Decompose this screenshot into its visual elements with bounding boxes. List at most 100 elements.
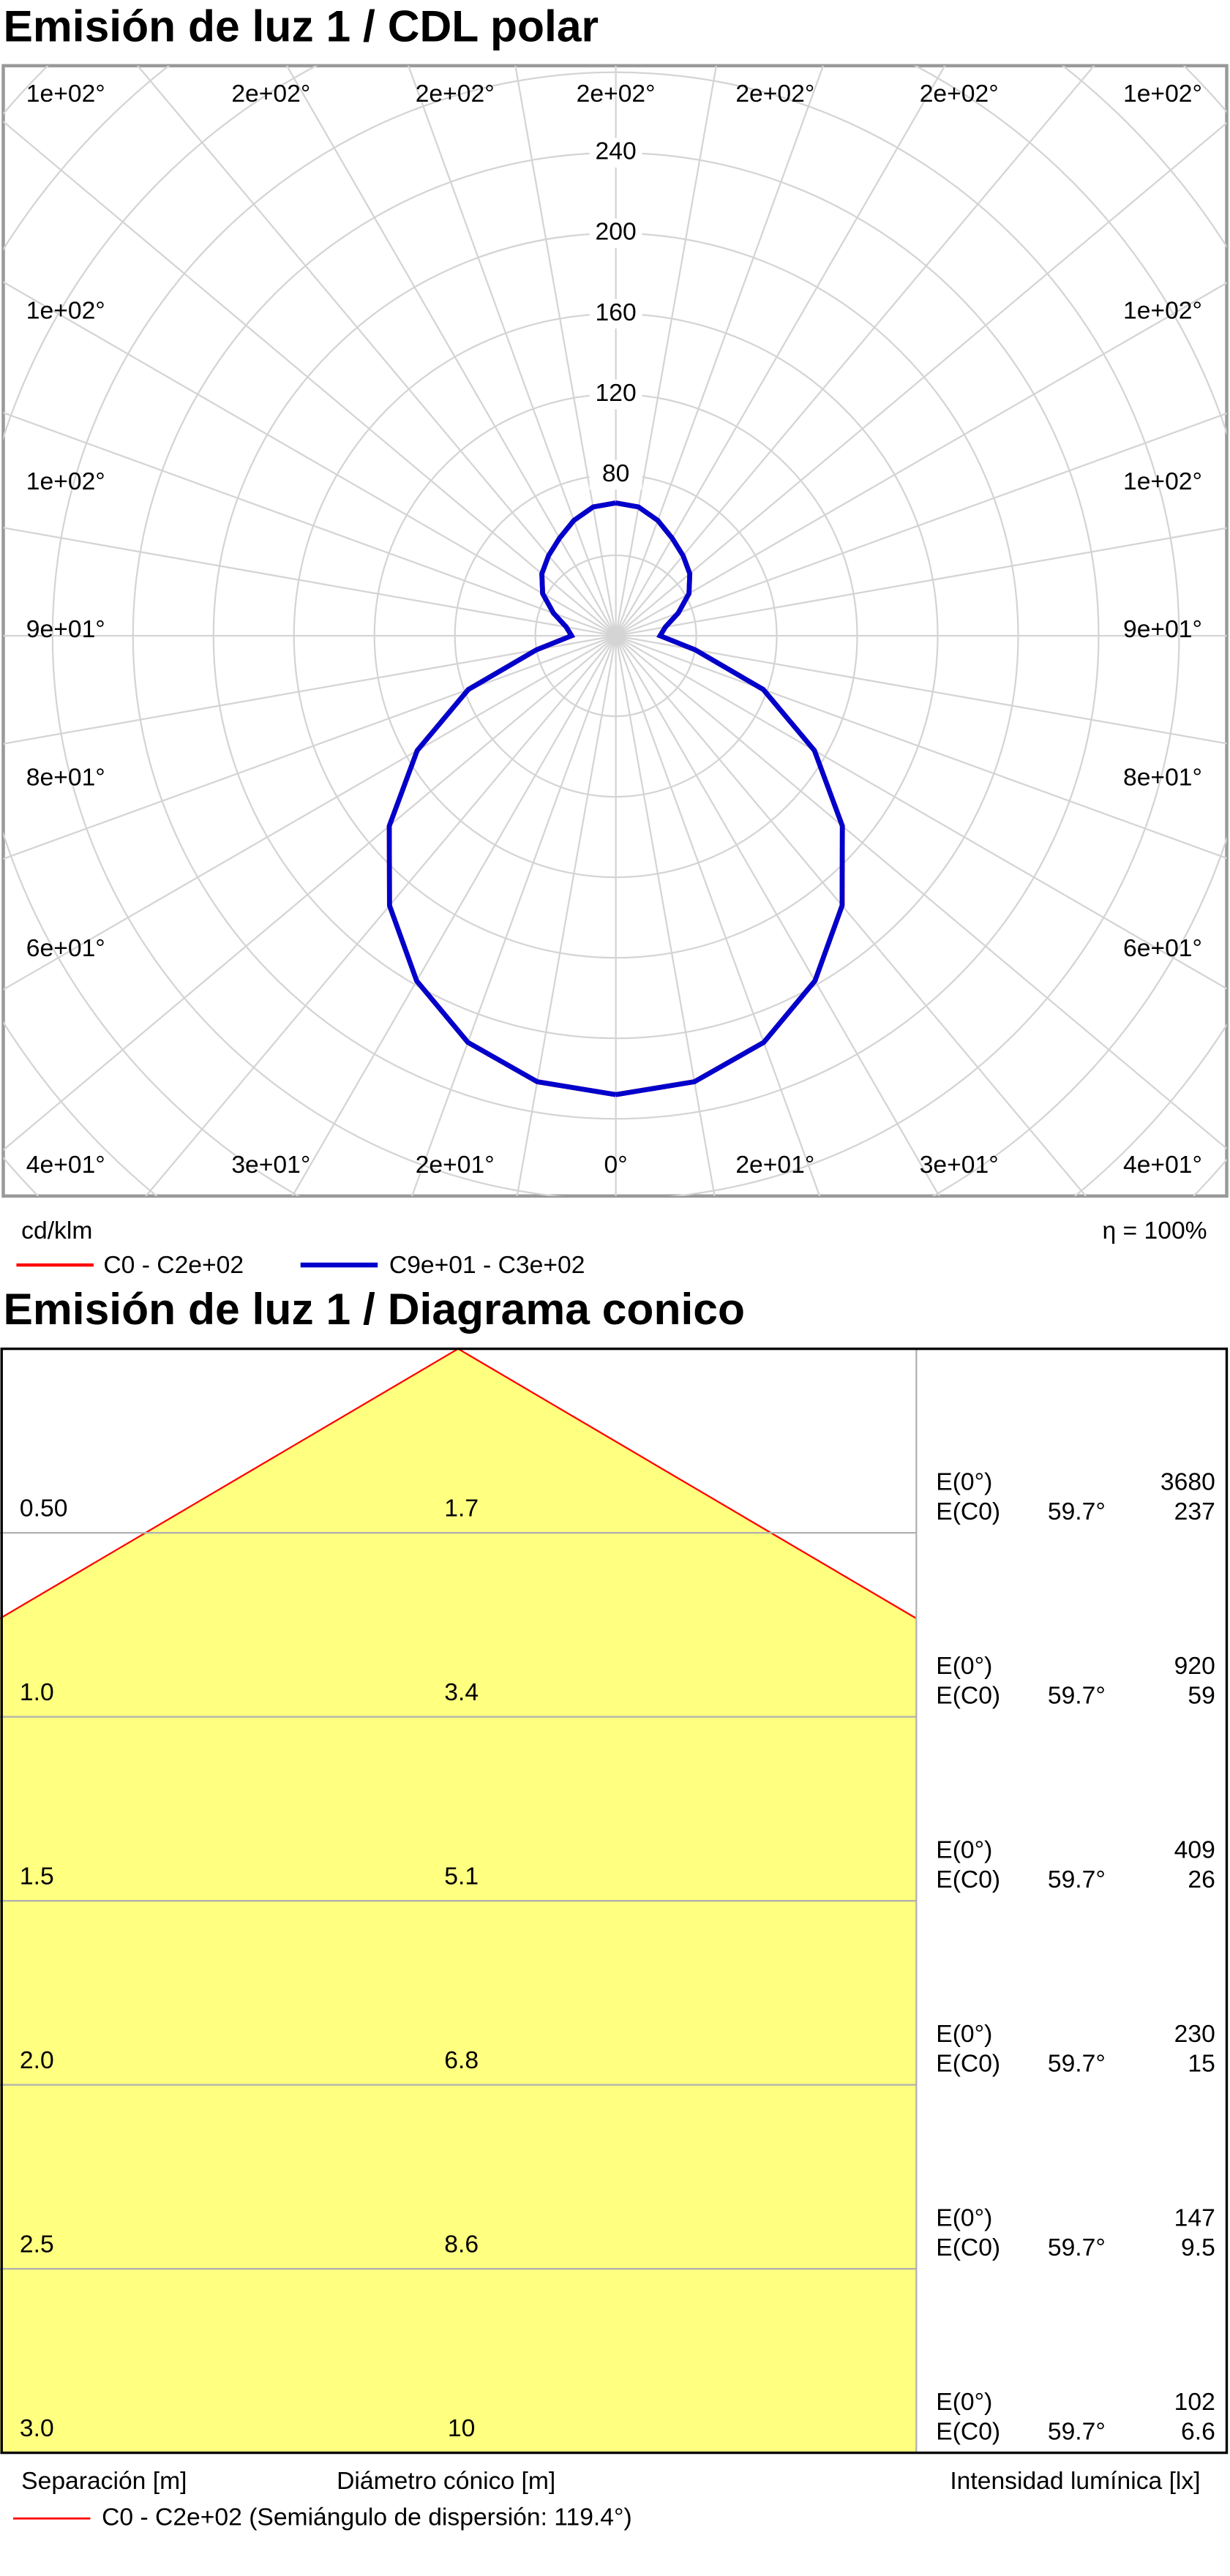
r-tick-label: 160 — [596, 299, 637, 326]
diameter-label: 6.8 — [444, 2047, 479, 2074]
e0-label: E(0°) — [936, 2389, 992, 2416]
height-label: 3.0 — [20, 2415, 54, 2442]
x-axis-label: Separación [m] — [21, 2468, 187, 2495]
spoke — [615, 65, 946, 637]
grid-circle — [534, 554, 697, 718]
spoke — [615, 635, 821, 1196]
spoke — [3, 120, 617, 637]
ec0-angle: 59.7° — [1048, 2051, 1106, 2078]
spoke — [3, 634, 617, 860]
angle-label: 8e+01° — [26, 764, 105, 791]
ec0-angle: 59.7° — [1048, 1866, 1106, 1893]
ec0-angle: 59.7° — [1048, 1683, 1106, 1710]
e0-value: 409 — [1174, 1837, 1215, 1864]
ec0-label: E(C0) — [936, 2051, 1000, 2078]
angle-label: 9e+01° — [26, 616, 105, 643]
height-label: 2.0 — [20, 2047, 54, 2074]
spoke — [615, 634, 1227, 745]
diameter-label: 10 — [448, 2415, 475, 2442]
e0-label: E(0°) — [936, 1837, 992, 1864]
height-label: 2.5 — [20, 2231, 54, 2258]
r-tick-label: 200 — [596, 219, 637, 246]
angle-label: 2e+02° — [577, 80, 656, 108]
angle-label: 1e+02° — [26, 298, 105, 325]
ec0-label: E(C0) — [936, 1866, 1000, 1893]
e0-label: E(0°) — [936, 2205, 992, 2232]
unit-label: cd/klm — [21, 1217, 92, 1244]
spoke — [3, 635, 617, 1152]
e0-value: 230 — [1174, 2021, 1215, 2048]
chart-title: Emisión de luz 1 / CDL polar — [3, 1, 599, 50]
e0-label: E(0°) — [936, 2021, 992, 2048]
spoke — [3, 281, 617, 637]
grid-circle — [51, 71, 1180, 1196]
spoke — [615, 412, 1227, 637]
diameter-label: Diámetro cónico [m] — [337, 2468, 555, 2495]
angle-label: 2e+02° — [920, 80, 999, 108]
angle-label: 6e+01° — [26, 935, 105, 962]
diameter-label: 8.6 — [444, 2231, 479, 2258]
spoke — [615, 527, 1227, 637]
angle-label: 1e+02° — [26, 468, 105, 495]
spoke — [3, 527, 616, 637]
angle-label: 1e+02° — [1123, 468, 1202, 495]
spoke — [615, 635, 716, 1196]
e0-value: 147 — [1174, 2205, 1215, 2232]
spoke — [3, 635, 617, 991]
ec0-value: 6.6 — [1181, 2419, 1215, 2446]
angle-label: 1e+02° — [26, 80, 105, 108]
spoke — [144, 635, 617, 1196]
spoke — [615, 634, 1227, 860]
ec0-value: 9.5 — [1181, 2234, 1215, 2261]
spoke — [615, 121, 1227, 637]
spoke — [407, 65, 617, 637]
legend-label: C0 - C2e+02 (Semiángulo de dispersión: 1… — [102, 2504, 632, 2531]
spoke — [615, 635, 1227, 1150]
ec0-label: E(C0) — [936, 2234, 1000, 2261]
ec0-label: E(C0) — [936, 2419, 1000, 2446]
curve — [615, 500, 845, 1097]
ec0-value: 237 — [1174, 1498, 1215, 1525]
ec0-label: E(C0) — [936, 1498, 1000, 1525]
angle-label: 2e+01° — [416, 1152, 495, 1179]
height-label: 1.0 — [20, 1679, 54, 1706]
angle-label: 9e+01° — [1123, 616, 1202, 643]
diameter-label: 5.1 — [444, 1863, 479, 1890]
spoke — [291, 635, 617, 1196]
height-label: 1.5 — [20, 1863, 54, 1890]
angle-label: 4e+01° — [26, 1152, 105, 1179]
curve — [386, 500, 617, 1097]
spoke — [615, 65, 718, 637]
e0-label: E(0°) — [936, 1653, 992, 1680]
angle-label: 2e+02° — [231, 80, 310, 108]
ec0-angle: 59.7° — [1048, 2234, 1106, 2261]
spoke — [136, 65, 617, 637]
ec0-value: 59 — [1188, 1683, 1215, 1710]
angle-label: 2e+01° — [735, 1152, 814, 1179]
angle-label: 1e+02° — [1123, 80, 1202, 108]
e0-label: E(0°) — [936, 1469, 992, 1496]
cone-edge — [457, 1348, 917, 1620]
spoke — [514, 65, 617, 637]
cone-frame — [0, 1347, 1229, 2455]
tick-label-bg — [589, 379, 642, 410]
ec0-value: 26 — [1188, 1866, 1215, 1893]
efficiency-label: η = 100% — [1102, 1217, 1207, 1244]
ec0-angle: 59.7° — [1048, 1498, 1106, 1525]
spoke — [615, 635, 940, 1196]
angle-label: 3e+01° — [920, 1152, 999, 1179]
ec0-value: 15 — [1188, 2051, 1215, 2078]
ec0-angle: 59.7° — [1048, 2419, 1106, 2446]
intensity-label: Intensidad lumínica [lx] — [950, 2468, 1200, 2495]
r-tick-label: 240 — [596, 138, 637, 165]
e0-value: 102 — [1174, 2389, 1215, 2416]
spoke — [3, 411, 617, 637]
chart-title: Emisión de luz 1 / Diagrama conico — [3, 1284, 745, 1334]
angle-label: 8e+01° — [1123, 764, 1202, 791]
r-tick-label: 80 — [602, 460, 629, 487]
diameter-label: 1.7 — [444, 1495, 479, 1522]
spoke — [615, 282, 1227, 637]
legend-label: C0 - C2e+02 — [103, 1252, 244, 1279]
